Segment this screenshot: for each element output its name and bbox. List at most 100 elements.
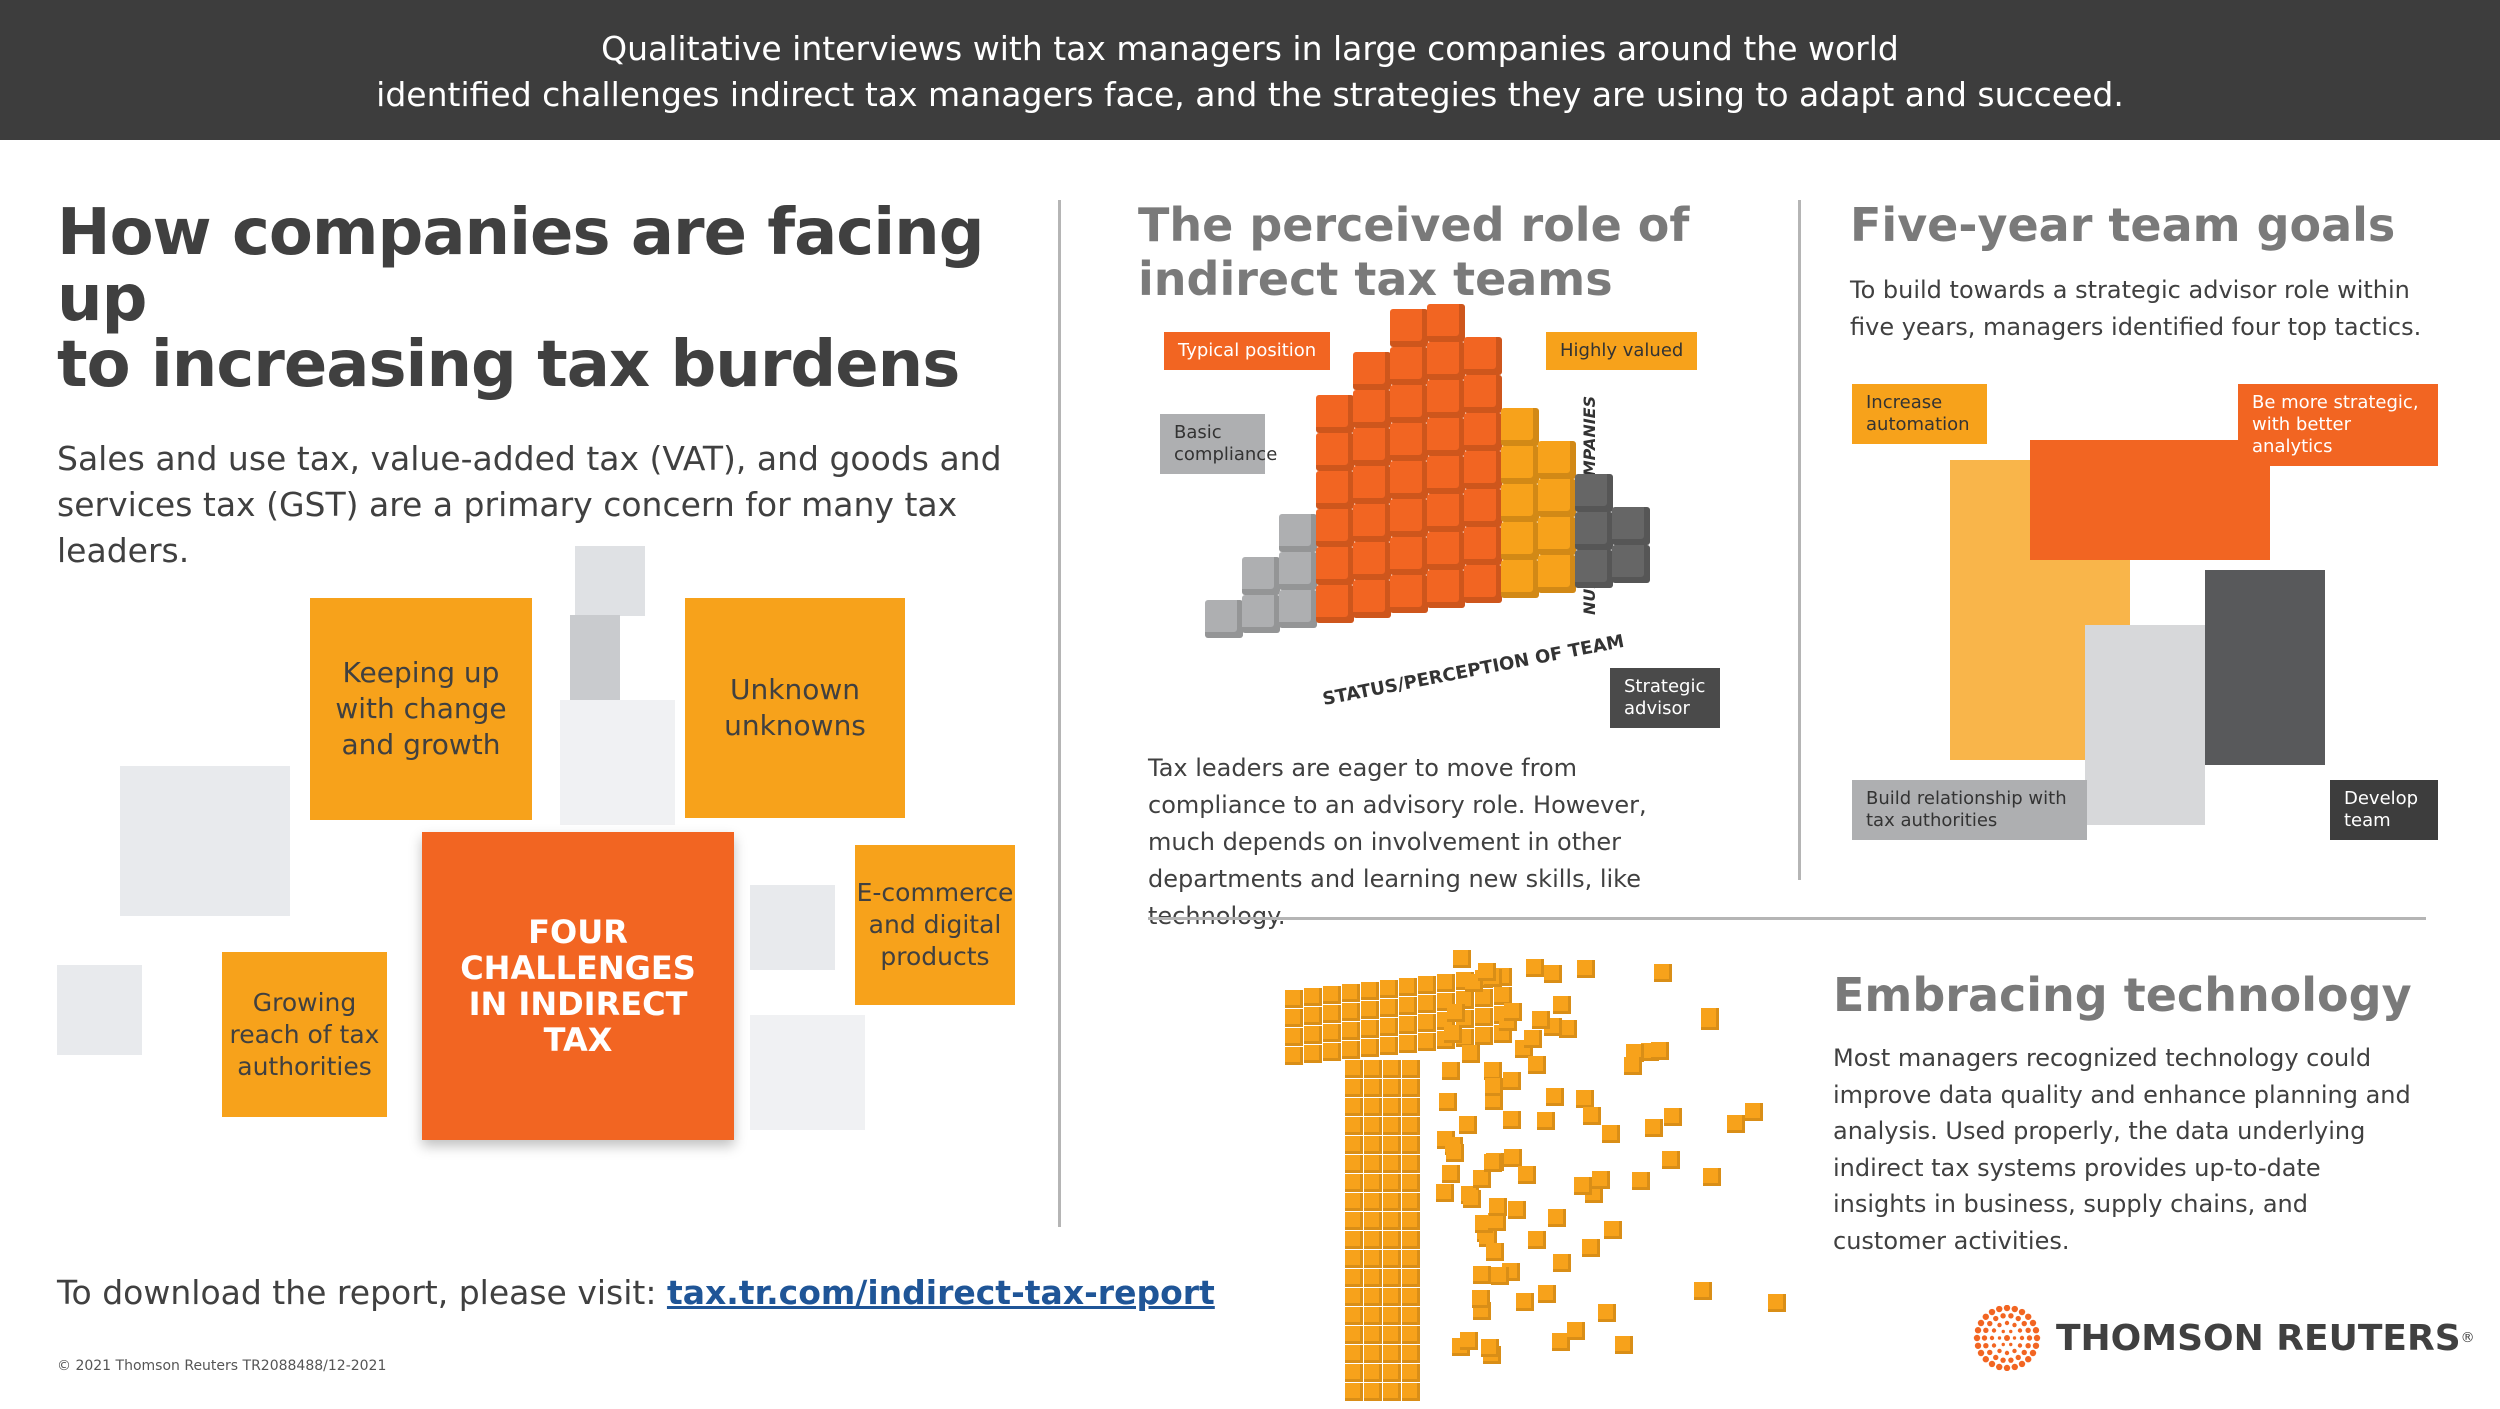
t-cube (1436, 1184, 1455, 1203)
t-cube (1383, 1364, 1401, 1382)
t-cube (1402, 1117, 1420, 1135)
t-cube (1402, 1269, 1420, 1287)
divider-vertical-left (1058, 200, 1061, 1227)
t-cube (1364, 1212, 1382, 1230)
technology-t-graphic (1285, 950, 1786, 1401)
role-title: The perceived role of indirect tax teams (1138, 198, 1690, 306)
t-cube (1402, 1098, 1420, 1116)
pyramid-cube (1353, 352, 1391, 390)
pyramid-cube (1390, 575, 1428, 613)
t-cube (1323, 986, 1341, 1004)
t-cube (1631, 1171, 1650, 1190)
t-cube (1399, 997, 1417, 1015)
challenge-growing-reach: Growing reach of tax authorities (222, 952, 387, 1117)
main-title: How companies are facing up to increasing… (57, 196, 985, 402)
t-cube (1481, 1339, 1500, 1358)
brand-name: THOMSON REUTERS (2056, 1317, 2461, 1359)
pyramid-cube (1205, 600, 1243, 638)
pyramid-cube (1575, 550, 1613, 588)
t-cube (1446, 1143, 1465, 1162)
t-cube (1285, 1028, 1303, 1046)
t-cube (1364, 1136, 1382, 1154)
t-cube (1582, 1238, 1600, 1257)
pyramid-cube (1279, 552, 1317, 590)
t-cube (1342, 1003, 1360, 1021)
t-cube (1383, 1383, 1401, 1401)
t-cube (1345, 1155, 1363, 1173)
t-cube (1345, 1231, 1363, 1249)
pyramid-cube (1612, 507, 1650, 545)
pyramid-cube (1353, 428, 1391, 466)
t-cube (1502, 1111, 1521, 1130)
callout-highly-valued: Highly valued (1546, 332, 1698, 370)
pyramid-cube (1501, 560, 1539, 598)
t-cube (1402, 1250, 1420, 1268)
pyramid-cube (1390, 499, 1428, 537)
t-cube (1402, 1060, 1420, 1078)
pyramid-cube (1353, 542, 1391, 580)
pyramid-cube (1575, 474, 1613, 512)
t-cube (1323, 1043, 1341, 1061)
t-cube (1487, 1213, 1506, 1232)
pyramid-cube (1316, 395, 1354, 433)
t-cube (1361, 982, 1379, 1000)
header-banner: Qualitative interviews with tax managers… (0, 0, 2500, 140)
pyramid-cube (1427, 380, 1465, 418)
pyramid-cube (1538, 555, 1576, 593)
t-cube (1345, 1269, 1363, 1287)
callout-typical-position: Typical position (1164, 332, 1331, 370)
t-cube (1623, 1057, 1642, 1076)
t-cube (1342, 984, 1360, 1002)
t-cube (1576, 959, 1595, 978)
pyramid-cube (1501, 408, 1539, 446)
pyramid-cube (1279, 590, 1317, 628)
t-cube (1418, 976, 1436, 994)
t-cube (1537, 1111, 1556, 1130)
t-cube (1380, 1018, 1398, 1036)
pyramid-cube (1427, 342, 1465, 380)
pyramid-cube (1464, 489, 1502, 527)
pyramid-cube (1464, 565, 1502, 603)
t-cube (1345, 1136, 1363, 1154)
t-cube (1383, 1117, 1401, 1135)
t-cube (1361, 1039, 1379, 1057)
callout-develop-team: Develop team (2330, 780, 2438, 840)
pyramid-cube (1316, 471, 1354, 509)
pyramid-cube (1353, 466, 1391, 504)
t-cube (1485, 1078, 1504, 1097)
t-cube (1452, 950, 1471, 969)
left-section: How companies are facing up to increasing… (57, 200, 1017, 574)
pyramid-cube (1316, 433, 1354, 471)
t-cube (1383, 1307, 1401, 1325)
t-cube (1663, 1108, 1682, 1127)
t-cube (1402, 1174, 1420, 1192)
pyramid-cube (1242, 595, 1280, 633)
t-cube (1380, 999, 1398, 1017)
t-cube (1442, 1164, 1461, 1183)
t-cube (1342, 1022, 1360, 1040)
t-cube (1525, 958, 1544, 977)
t-cube (1364, 1383, 1382, 1401)
callout-increase-automation: Increase automation (1852, 384, 1987, 444)
t-cube (1402, 1212, 1420, 1230)
t-cube (1383, 1193, 1401, 1211)
t-cube (1383, 1212, 1401, 1230)
t-cube (1345, 1250, 1363, 1268)
pyramid-cube (1316, 585, 1354, 623)
report-link[interactable]: tax.tr.com/indirect-tax-report (666, 1273, 1215, 1312)
pyramid-cube (1464, 413, 1502, 451)
goals-graphic: Increase automation Be more strategic, w… (1850, 380, 2450, 860)
t-cube (1471, 1290, 1490, 1309)
t-cube (1546, 1087, 1565, 1106)
t-cube (1399, 978, 1417, 996)
tech-body: Most managers recognized technology coul… (1833, 1044, 2411, 1255)
t-cube (1345, 1345, 1363, 1363)
pyramid-cube (1464, 375, 1502, 413)
t-cube (1490, 1267, 1509, 1286)
t-cube (1323, 1024, 1341, 1042)
t-cube (1364, 1307, 1382, 1325)
t-cube (1364, 1345, 1382, 1363)
t-cube (1364, 1288, 1382, 1306)
t-cube (1553, 1253, 1572, 1272)
t-cube (1502, 1072, 1521, 1091)
